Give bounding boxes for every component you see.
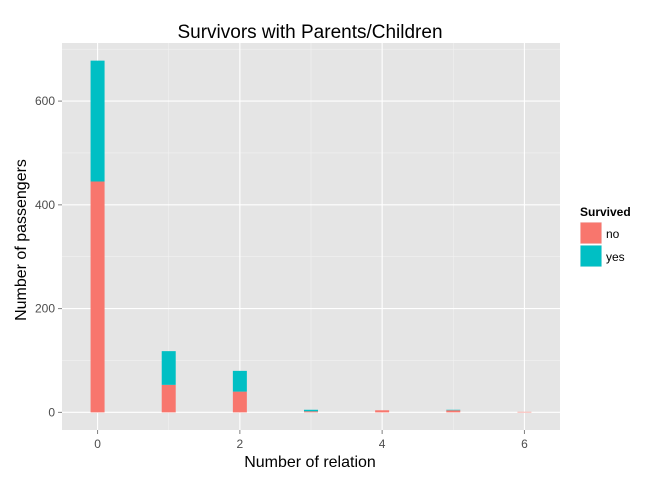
- legend-title: Survived: [580, 205, 631, 219]
- x-axis: 0 2 4 6: [94, 430, 528, 451]
- bar-no-4: [375, 410, 390, 413]
- bar-no-2: [232, 391, 247, 413]
- bars: [90, 60, 532, 413]
- y-axis-title: Number of passengers: [13, 159, 30, 321]
- x-tick-label: 4: [379, 437, 386, 451]
- x-tick-label: 6: [521, 437, 528, 451]
- y-tick-label: 200: [35, 302, 55, 316]
- bar-yes-1: [161, 351, 176, 385]
- x-tick-label: 2: [237, 437, 244, 451]
- legend-swatch-no: [580, 222, 602, 244]
- legend-label-yes: yes: [606, 250, 625, 264]
- minor-gridlines: [62, 43, 560, 430]
- bar-yes-2: [232, 370, 247, 392]
- legend-label-no: no: [606, 227, 620, 241]
- bar-no-5: [446, 410, 461, 413]
- chart-title: Survivors with Parents/Children: [177, 22, 442, 43]
- y-tick-label: 0: [48, 405, 55, 419]
- y-tick-label: 600: [35, 94, 55, 108]
- legend: Survived no yes: [580, 205, 631, 267]
- bar-yes-0: [90, 60, 105, 182]
- bar-yes-3: [304, 409, 318, 412]
- bar-no-3: [304, 411, 318, 413]
- y-tick-label: 400: [35, 198, 55, 212]
- y-axis: 0 200 400 600: [35, 94, 62, 419]
- bar-no-1: [161, 384, 176, 413]
- x-tick-label: 0: [94, 437, 101, 451]
- bar-no-6: [517, 411, 532, 413]
- bar-no-0: [90, 181, 105, 413]
- legend-swatch-yes: [580, 245, 602, 267]
- x-axis-title: Number of relation: [244, 454, 376, 471]
- bar-yes-5: [446, 409, 461, 411]
